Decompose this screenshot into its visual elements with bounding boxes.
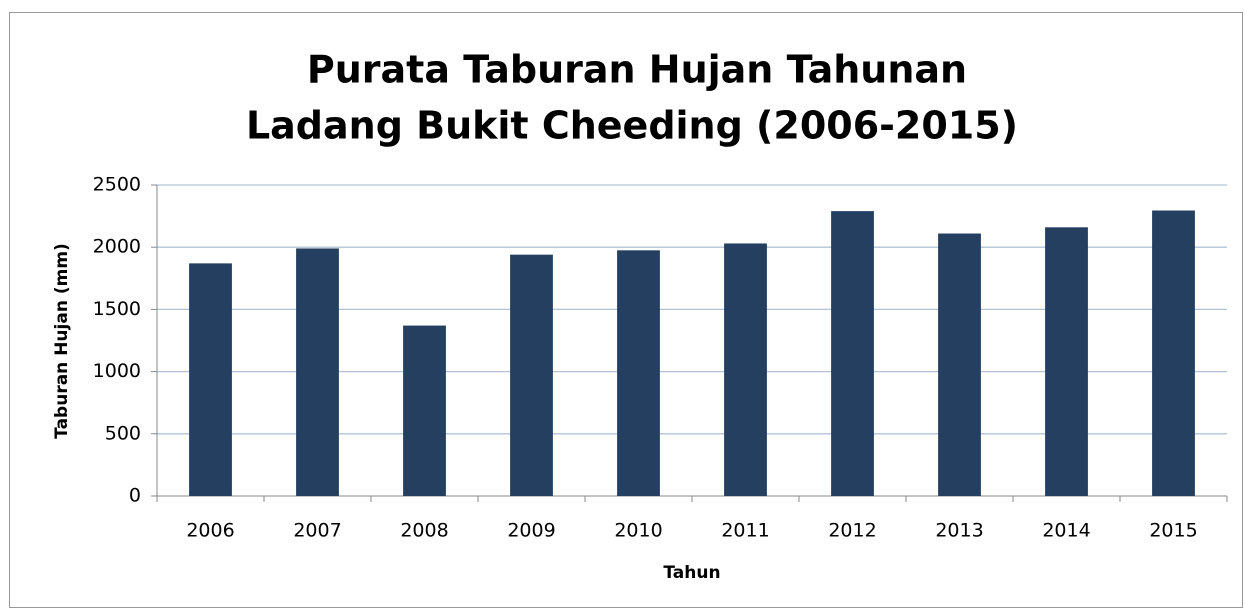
x-tick-label: 2013 bbox=[935, 520, 983, 542]
x-tick-label: 2014 bbox=[1042, 520, 1090, 542]
bar bbox=[1045, 227, 1088, 496]
x-axis-title: Tahun bbox=[663, 563, 720, 583]
bar bbox=[724, 243, 767, 496]
bar bbox=[296, 248, 339, 496]
x-tick-label: 2006 bbox=[186, 520, 234, 542]
bar bbox=[831, 211, 874, 496]
y-tick-label: 2500 bbox=[93, 174, 141, 196]
x-tick-label: 2012 bbox=[828, 520, 876, 542]
bar bbox=[510, 254, 553, 496]
bar bbox=[189, 263, 232, 496]
x-tick-label: 2015 bbox=[1149, 520, 1197, 542]
bar bbox=[938, 233, 981, 497]
chart-title: Purata Taburan Hujan Tahunan bbox=[307, 48, 967, 92]
x-tick-label: 2011 bbox=[721, 520, 769, 542]
x-tick-label: 2009 bbox=[507, 520, 555, 542]
y-tick-label: 1000 bbox=[93, 360, 141, 382]
x-tick-label: 2008 bbox=[400, 520, 448, 542]
y-tick-label: 2000 bbox=[93, 236, 141, 258]
y-tick-label: 1500 bbox=[93, 298, 141, 320]
bar bbox=[1152, 210, 1195, 496]
bar bbox=[617, 250, 660, 496]
x-tick-label: 2010 bbox=[614, 520, 662, 542]
y-tick-label: 0 bbox=[129, 485, 141, 507]
y-axis-title: Taburan Hujan (mm) bbox=[52, 243, 72, 439]
x-tick-label: 2007 bbox=[293, 520, 341, 542]
y-tick-label: 500 bbox=[105, 422, 141, 444]
chart-title: Ladang Bukit Cheeding (2006-2015) bbox=[246, 104, 1018, 148]
bar bbox=[403, 325, 446, 496]
